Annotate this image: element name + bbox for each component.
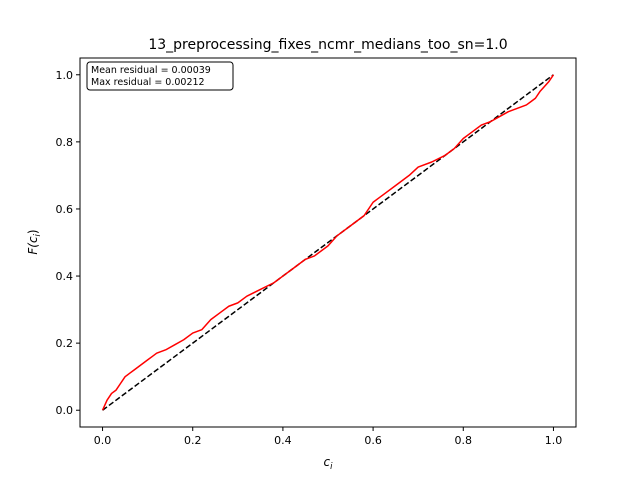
x-tick-label: 1.0: [545, 434, 563, 447]
chart-title: 13_preprocessing_fixes_ncmr_medians_too_…: [148, 37, 507, 53]
annotation-max-residual: Max residual = 0.00212: [91, 77, 205, 88]
x-axis-ticks: 0.0 0.2 0.4 0.6 0.8 1.0: [94, 427, 562, 447]
y-tick-label: 0.8: [56, 136, 74, 149]
y-tick-label: 0.2: [56, 337, 74, 350]
series-dashed-line: [102, 74, 554, 411]
residual-annotation-box: Mean residual = 0.00039 Max residual = 0…: [86, 61, 234, 91]
annotation-mean-residual: Mean residual = 0.00039: [91, 65, 211, 76]
y-axis-label: F(ci): [26, 229, 43, 254]
y-tick-label: 0.0: [56, 404, 74, 417]
x-tick-label: 0.0: [94, 434, 112, 447]
y-axis-ticks: 0.0 0.2 0.4 0.6 0.8 1.0: [56, 69, 80, 417]
annotation-frame: [86, 61, 234, 91]
x-tick-label: 0.6: [364, 434, 382, 447]
series-solid-line: [101, 74, 555, 411]
axes-frame: [79, 57, 577, 428]
x-axis-label: ci: [324, 455, 334, 472]
y-tick-label: 0.4: [56, 270, 74, 283]
plot-area: [79, 57, 577, 428]
x-tick-label: 0.8: [455, 434, 473, 447]
series-layer: [101, 74, 555, 411]
x-tick-label: 0.4: [274, 434, 292, 447]
y-tick-label: 0.6: [56, 203, 74, 216]
y-tick-label: 1.0: [56, 69, 74, 82]
x-tick-label: 0.2: [184, 434, 202, 447]
